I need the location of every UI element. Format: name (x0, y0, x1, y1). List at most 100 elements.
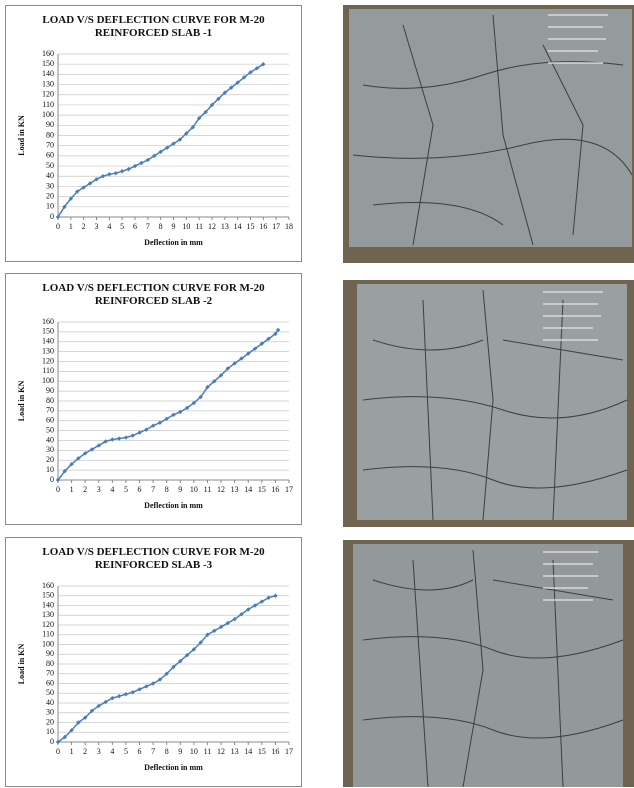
y-tick-label: 60 (46, 678, 54, 687)
x-tick-label: 3 (95, 222, 99, 231)
y-tick-label: 120 (42, 356, 54, 365)
y-tick-label: 80 (46, 396, 54, 405)
x-tick-label: 8 (159, 222, 163, 231)
x-tick-label: 0 (56, 747, 60, 756)
y-tick-label: 110 (42, 100, 54, 109)
x-tick-label: 0 (56, 485, 60, 494)
chart-panel: LOAD V/S DEFLECTION CURVE FOR M-20 REINF… (5, 5, 302, 262)
data-point (120, 169, 124, 173)
y-tick-label: 40 (46, 435, 54, 444)
x-tick-label: 11 (204, 485, 212, 494)
y-tick-label: 40 (46, 698, 54, 707)
x-tick-label: 11 (204, 747, 212, 756)
x-tick-label: 8 (165, 747, 169, 756)
x-tick-label: 14 (244, 485, 252, 494)
x-tick-label: 16 (259, 222, 267, 231)
x-tick-label: 9 (178, 485, 182, 494)
x-tick-label: 13 (231, 485, 239, 494)
y-tick-label: 150 (42, 591, 54, 600)
y-tick-label: 30 (46, 181, 54, 190)
y-tick-label: 130 (42, 346, 54, 355)
y-tick-label: 160 (42, 49, 54, 58)
y-tick-label: 70 (46, 141, 54, 150)
x-tick-label: 9 (172, 222, 176, 231)
data-point (110, 437, 114, 441)
y-tick-label: 100 (42, 376, 54, 385)
y-tick-label: 20 (46, 717, 54, 726)
y-tick-label: 120 (42, 90, 54, 99)
y-tick-label: 20 (46, 191, 54, 200)
x-tick-label: 18 (285, 222, 293, 231)
x-tick-label: 4 (110, 747, 114, 756)
y-tick-label: 160 (42, 317, 54, 326)
data-point (117, 694, 121, 698)
x-tick-label: 10 (190, 485, 198, 494)
y-tick-label: 40 (46, 171, 54, 180)
slab-photo (343, 5, 634, 263)
x-tick-label: 6 (138, 485, 142, 494)
y-axis-label: Load in KN (17, 381, 26, 422)
x-tick-label: 11 (195, 222, 203, 231)
x-tick-label: 12 (217, 485, 225, 494)
y-tick-label: 10 (46, 202, 54, 211)
data-line (58, 596, 275, 742)
data-point (137, 430, 141, 434)
x-axis-label: Deflection in mm (144, 501, 203, 510)
y-tick-label: 140 (42, 69, 54, 78)
x-tick-label: 12 (217, 747, 225, 756)
x-tick-label: 10 (182, 222, 190, 231)
y-tick-label: 50 (46, 688, 54, 697)
y-axis-label: Load in KN (17, 644, 26, 685)
y-tick-label: 140 (42, 337, 54, 346)
y-tick-label: 0 (50, 475, 54, 484)
x-tick-label: 17 (285, 485, 293, 494)
slab-photo (343, 280, 634, 527)
x-tick-label: 13 (231, 747, 239, 756)
y-tick-label: 20 (46, 455, 54, 464)
chart-panel: LOAD V/S DEFLECTION CURVE FOR M-20 REINF… (5, 537, 302, 787)
figure: {"chart_data": [ {"type": "line", "title… (0, 0, 634, 787)
y-tick-label: 110 (42, 366, 54, 375)
x-tick-label: 0 (56, 222, 60, 231)
y-tick-label: 0 (50, 212, 54, 221)
x-tick-label: 15 (247, 222, 255, 231)
x-tick-label: 2 (83, 485, 87, 494)
y-tick-label: 60 (46, 151, 54, 160)
y-tick-label: 130 (42, 610, 54, 619)
y-tick-label: 80 (46, 130, 54, 139)
y-tick-label: 80 (46, 659, 54, 668)
y-tick-label: 70 (46, 669, 54, 678)
y-tick-label: 90 (46, 120, 54, 129)
data-point (273, 594, 277, 598)
x-tick-label: 15 (258, 747, 266, 756)
y-tick-label: 50 (46, 425, 54, 434)
y-tick-label: 120 (42, 620, 54, 629)
x-tick-label: 5 (124, 747, 128, 756)
y-tick-label: 50 (46, 161, 54, 170)
x-tick-label: 10 (190, 747, 198, 756)
x-tick-label: 12 (208, 222, 216, 231)
data-point (131, 433, 135, 437)
y-tick-label: 10 (46, 465, 54, 474)
data-point (117, 436, 121, 440)
x-axis-label: Deflection in mm (144, 763, 203, 772)
x-tick-label: 16 (271, 485, 279, 494)
y-tick-label: 30 (46, 708, 54, 717)
x-tick-label: 1 (70, 485, 74, 494)
x-tick-label: 4 (107, 222, 111, 231)
y-tick-label: 150 (42, 327, 54, 336)
y-tick-label: 90 (46, 386, 54, 395)
y-tick-label: 10 (46, 727, 54, 736)
y-tick-label: 160 (42, 581, 54, 590)
y-tick-label: 140 (42, 600, 54, 609)
data-point (137, 687, 141, 691)
chart-panel: LOAD V/S DEFLECTION CURVE FOR M-20 REINF… (5, 273, 302, 525)
x-tick-label: 7 (151, 485, 155, 494)
chart: 0102030405060708090100110120130140150160… (6, 274, 303, 526)
x-tick-label: 6 (138, 747, 142, 756)
y-tick-label: 100 (42, 110, 54, 119)
data-line (58, 330, 278, 480)
y-tick-label: 130 (42, 79, 54, 88)
x-tick-label: 4 (110, 485, 114, 494)
y-tick-label: 0 (50, 737, 54, 746)
